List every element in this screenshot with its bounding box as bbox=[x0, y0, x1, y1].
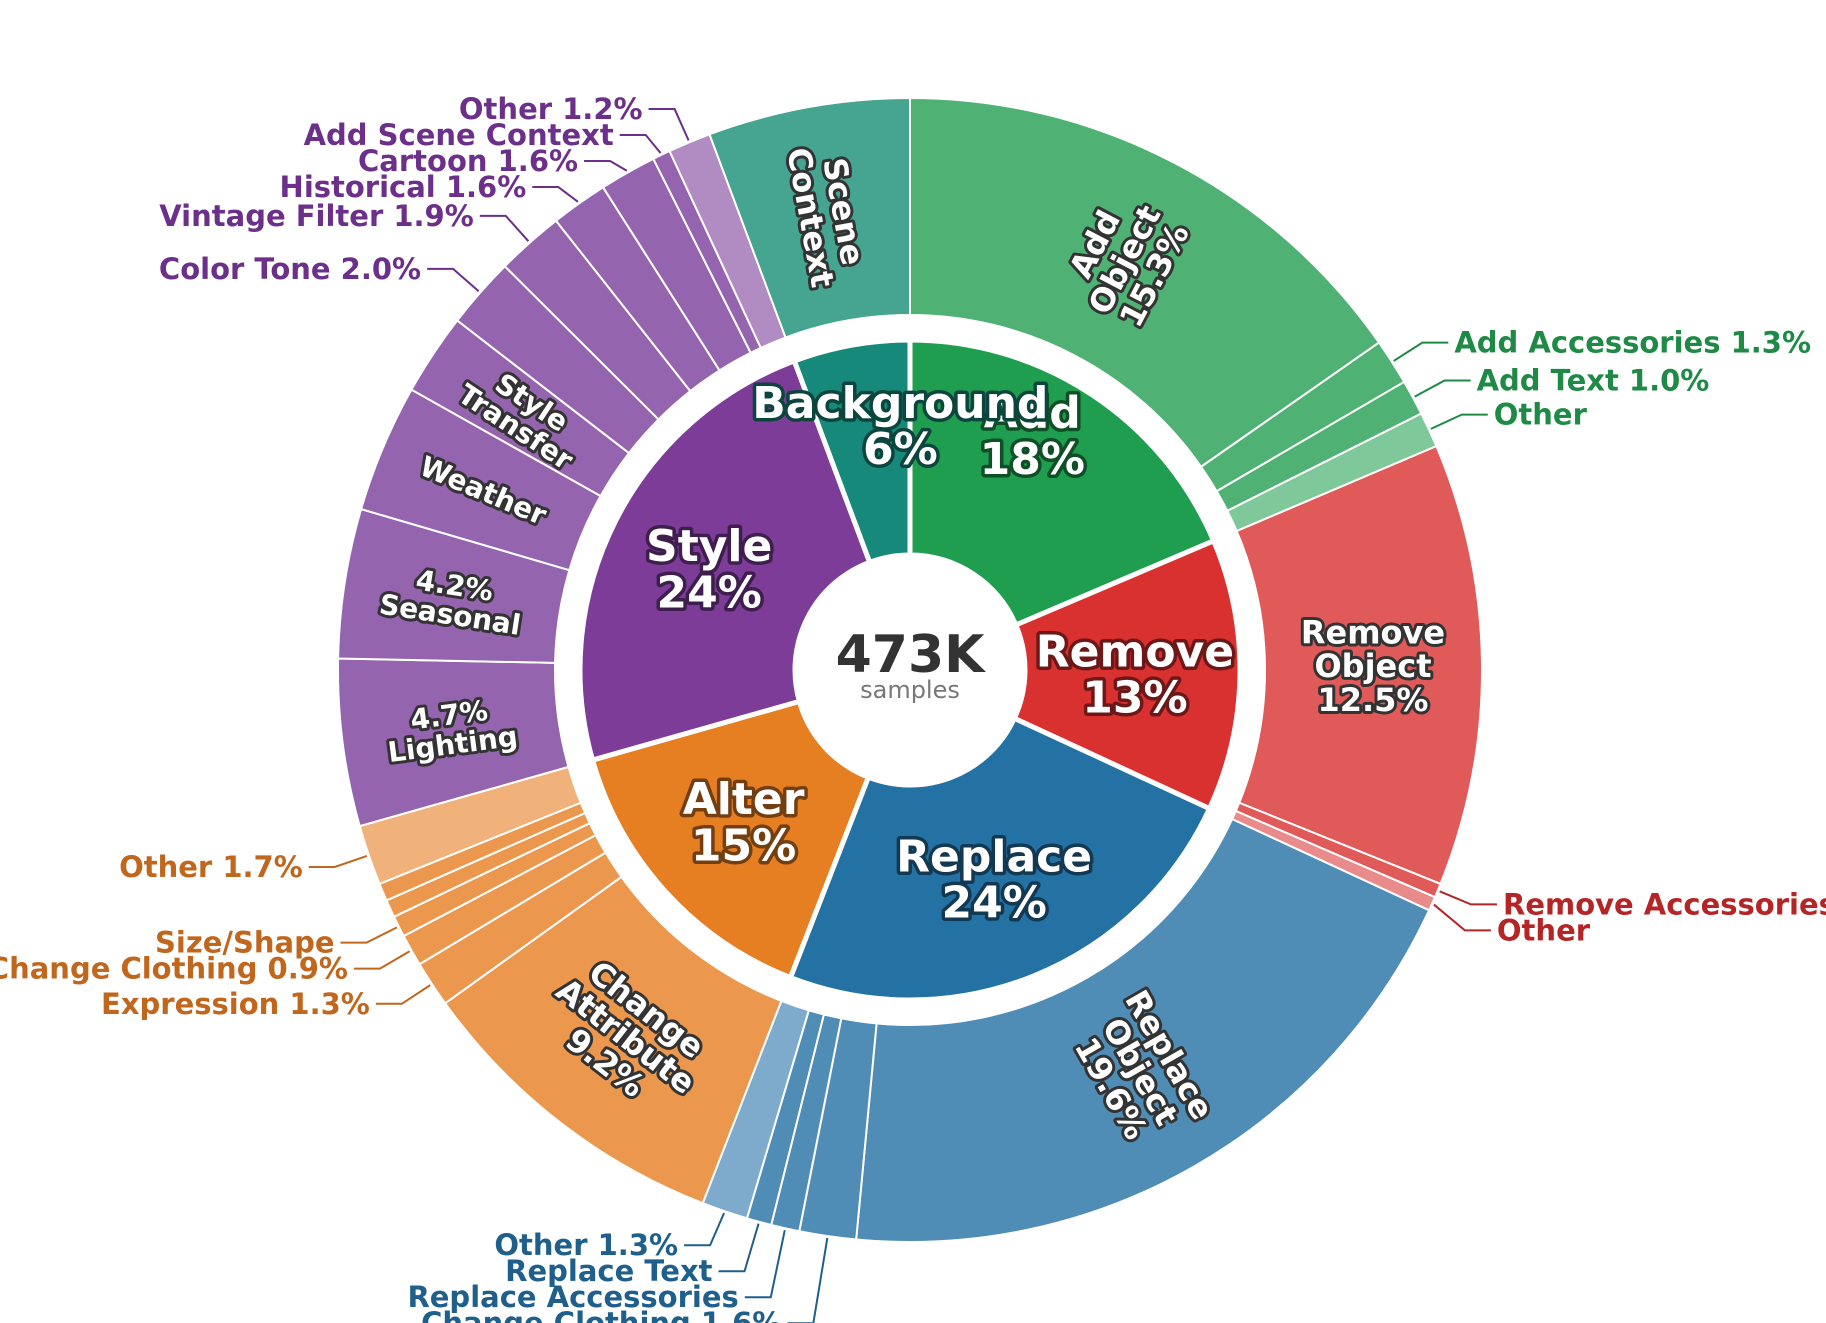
leader-line-alter-expression bbox=[375, 984, 431, 1005]
leader-line-replace-replace-text bbox=[718, 1223, 760, 1273]
segment-labels: Add 18% Remove 13% Replace 24% Alter 15% Style 24… bbox=[0, 92, 1826, 1323]
leader-line-style-vintage-filter bbox=[479, 214, 530, 242]
leader-line-alter-size-shape bbox=[340, 926, 398, 944]
outer-ring bbox=[337, 96, 1483, 1243]
external-label-remove-remove-accessories: Remove Accessories bbox=[1503, 887, 1826, 921]
leader-line-style-historical bbox=[532, 186, 579, 203]
external-label-replace-change-clothing: Change Clothing 1.6% bbox=[421, 1306, 781, 1323]
leader-line-add-add-text bbox=[1414, 379, 1471, 398]
leader-line-style-color-tone bbox=[427, 267, 480, 293]
external-label-style-other: Other 1.2% bbox=[459, 92, 643, 126]
external-label-alter-size-shape: Size/Shape bbox=[155, 926, 335, 960]
inner-label-background: Background 6% bbox=[752, 378, 1048, 475]
inner-label-style: Style 24% bbox=[646, 521, 772, 618]
inner-label-remove: Remove 13% bbox=[1036, 626, 1234, 723]
leader-line-replace-other bbox=[684, 1212, 725, 1247]
external-label-style-cartoon: Cartoon 1.6% bbox=[358, 144, 578, 178]
leader-line-remove-remove-accessories bbox=[1439, 890, 1497, 906]
inner-label-add: Add 18% bbox=[980, 388, 1085, 485]
leader-line-style-add-scene-context bbox=[619, 134, 662, 154]
inner-label-alter: Alter 15% bbox=[683, 774, 805, 871]
leader-line-remove-other bbox=[1433, 903, 1491, 932]
leader-line-replace-change-clothing bbox=[787, 1237, 829, 1323]
external-label-alter-change-clothing: Change Clothing 0.9% bbox=[0, 952, 348, 986]
outer-segment-replace-replace-object bbox=[855, 817, 1431, 1243]
external-label-replace-replace-text: Replace Text bbox=[505, 1254, 713, 1288]
external-label-add-other: Other bbox=[1494, 398, 1588, 432]
external-label-style-vintage-filter: Vintage Filter 1.9% bbox=[159, 199, 474, 233]
leader-line-add-add-accessories bbox=[1393, 341, 1449, 362]
leader-line-alter-change-clothing bbox=[353, 950, 411, 970]
external-label-style-add-scene-context: Add Scene Context bbox=[304, 118, 614, 152]
center-total: 473K bbox=[836, 625, 987, 685]
leader-line-style-other bbox=[648, 108, 690, 141]
external-label-alter-other: Other 1.7% bbox=[119, 850, 303, 884]
inner-segment-add bbox=[907, 337, 1217, 629]
external-label-replace-other: Other 1.3% bbox=[494, 1228, 678, 1262]
inner-label-replace: Replace 24% bbox=[896, 831, 1092, 928]
outer-label-remove-remove-object: Remove Object 12.5% bbox=[1301, 614, 1445, 719]
external-label-style-historical: Historical 1.6% bbox=[280, 170, 527, 204]
external-label-replace-replace-accessories: Replace Accessories bbox=[407, 1280, 738, 1314]
leader-line-style-cartoon bbox=[584, 160, 628, 172]
external-label-alter-expression: Expression 1.3% bbox=[101, 987, 370, 1021]
leader-lines bbox=[308, 108, 1497, 1323]
center-hole bbox=[795, 555, 1025, 785]
leader-line-alter-other bbox=[308, 854, 368, 868]
inner-ring bbox=[577, 337, 1243, 1003]
center-caption: samples bbox=[860, 676, 960, 704]
leader-line-add-other bbox=[1430, 413, 1488, 430]
outer-segment-add-add-object bbox=[909, 96, 1381, 469]
outer-segment-background-scene-context bbox=[708, 96, 911, 339]
external-label-add-add-text: Add Text 1.0% bbox=[1477, 363, 1710, 397]
external-label-style-color-tone: Color Tone 2.0% bbox=[159, 252, 421, 286]
external-label-remove-other: Other bbox=[1497, 913, 1591, 947]
outer-segment-remove-remove-object bbox=[1235, 444, 1483, 886]
external-label-add-add-accessories: Add Accessories 1.3% bbox=[1454, 326, 1811, 360]
leader-line-replace-replace-accessories bbox=[744, 1229, 786, 1299]
